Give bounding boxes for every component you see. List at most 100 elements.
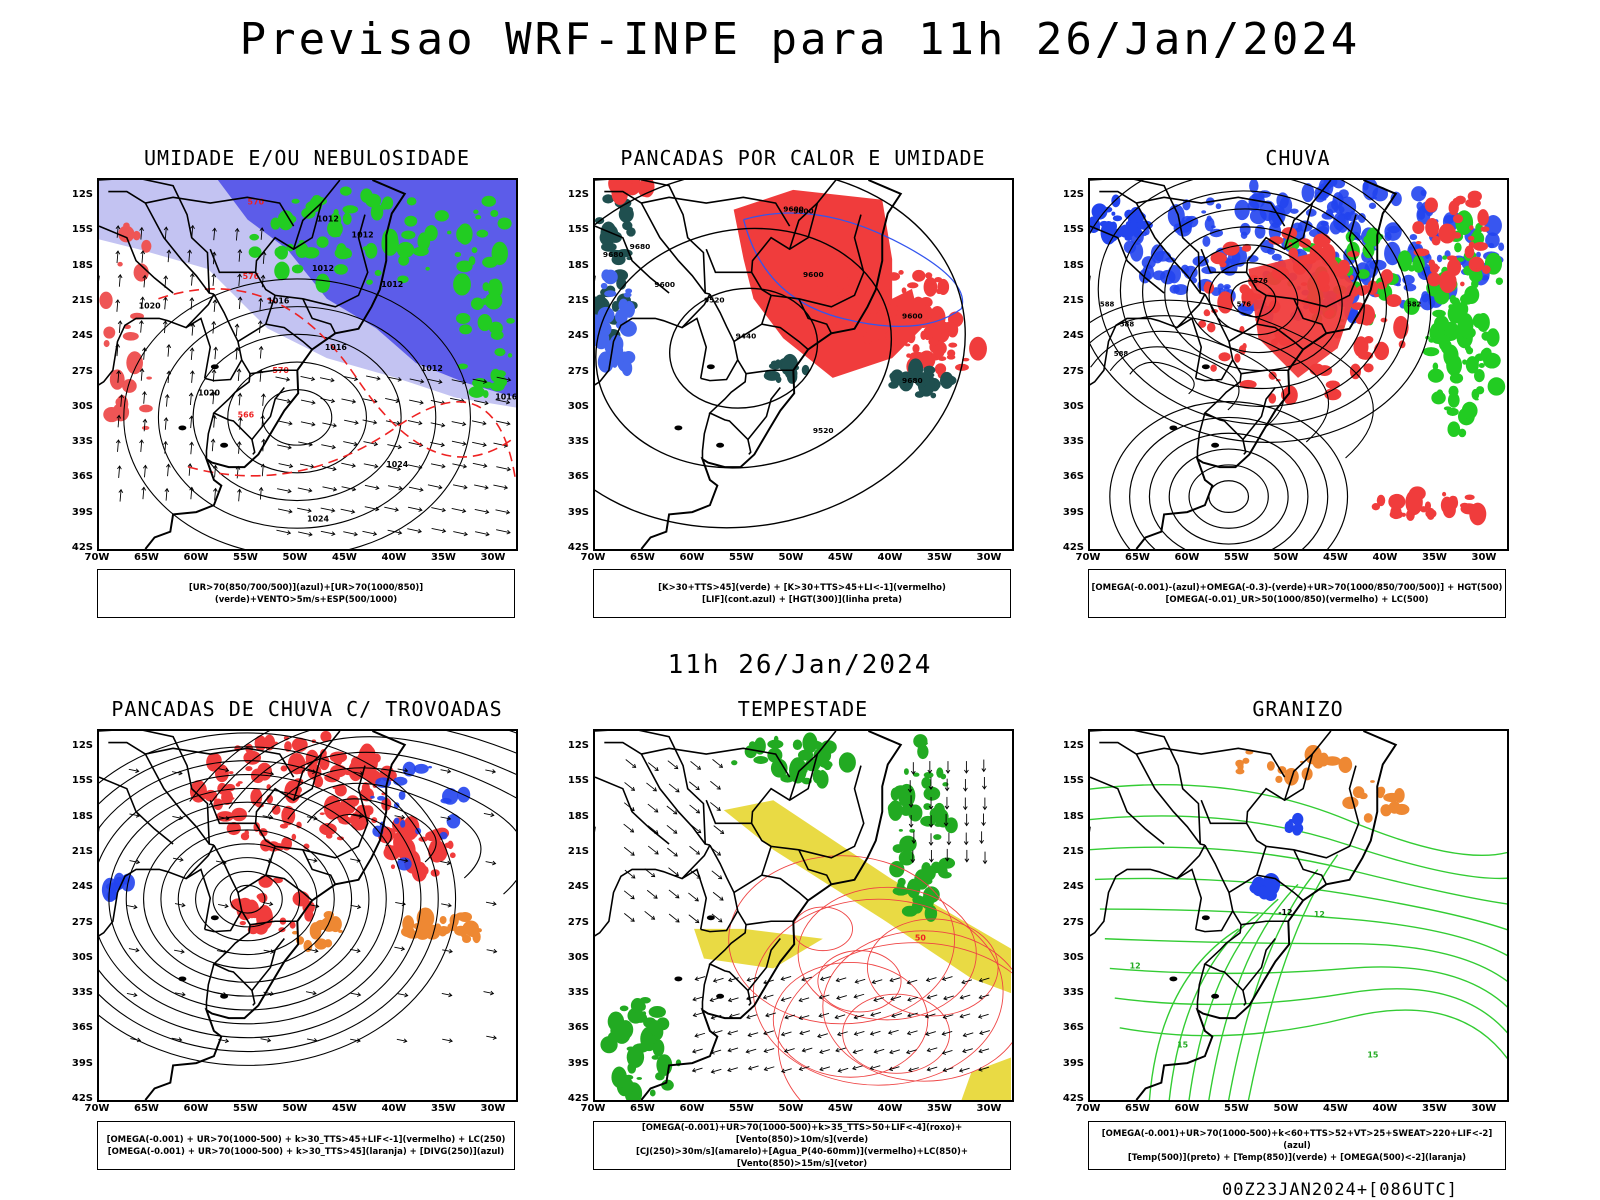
wind-vector <box>163 296 168 301</box>
wind-vector <box>407 420 422 424</box>
wind-vector <box>261 393 266 398</box>
field-speck <box>329 916 342 933</box>
lat-tick-label: 15S <box>71 224 93 236</box>
wind850-vector <box>799 1066 810 1070</box>
field-speck <box>1292 259 1307 275</box>
field-speck <box>802 732 818 754</box>
wind850-vector <box>801 976 806 982</box>
temp850-contour <box>1208 883 1299 1100</box>
field-speck <box>842 277 851 287</box>
field-speck <box>622 182 633 190</box>
streamline-arrow <box>269 901 274 907</box>
wind-vector <box>237 249 243 254</box>
field-speck <box>1393 315 1409 339</box>
wind850-vector <box>943 995 948 1001</box>
wind850-vector <box>926 1047 931 1053</box>
wind-vector <box>496 529 511 534</box>
field-speck <box>444 842 454 849</box>
contour-label: -12 <box>1278 908 1292 917</box>
political-border <box>1196 963 1206 1011</box>
wind850-vector <box>962 1032 967 1038</box>
field-speck <box>1209 228 1224 238</box>
wind-vector <box>211 369 217 374</box>
wind-vector <box>142 487 145 500</box>
field-speck <box>284 741 292 752</box>
wind850-vector <box>763 1066 768 1072</box>
wind-vector <box>430 422 445 427</box>
field-speck <box>1271 253 1282 261</box>
field-speck <box>1488 242 1495 249</box>
field-speck <box>114 379 122 388</box>
lat-tick-label: 39S <box>71 1057 93 1069</box>
wind850-vector <box>889 1049 900 1054</box>
isobar-contour <box>123 278 471 549</box>
wind-vector <box>191 323 194 336</box>
lon-tick-label: 55W <box>233 1103 258 1114</box>
field-speck <box>1234 353 1241 363</box>
footer-stamp: 00Z23JAN2024+[086UTC] <box>1222 1180 1458 1200</box>
wind850-vector <box>942 976 953 980</box>
wind-vector <box>234 227 240 232</box>
contour-label: 1024 <box>386 460 409 469</box>
field-speck <box>287 752 306 775</box>
streamline-arrow <box>174 903 185 906</box>
wind-vector <box>363 441 378 445</box>
wind850-vector <box>623 890 635 900</box>
field-speck <box>439 831 448 840</box>
wind850-vector <box>962 1048 967 1054</box>
field-speck <box>248 246 262 258</box>
wind-vector <box>351 486 357 492</box>
lon-tick-label: 55W <box>233 552 258 563</box>
political-border <box>681 317 708 379</box>
field-speck <box>946 354 956 360</box>
streamline-arrow <box>350 992 361 996</box>
wind850-vector <box>943 1067 954 1072</box>
wind850-vector <box>925 977 931 983</box>
wind850-vector <box>963 1032 974 1037</box>
wind-vector <box>140 227 143 240</box>
field-speck <box>1223 284 1231 290</box>
political-border <box>1176 868 1203 930</box>
wind-vector <box>259 346 262 359</box>
lat-tick-label: 42S <box>71 1093 93 1104</box>
wind-vector <box>165 488 168 501</box>
wind850-vector <box>692 996 704 1001</box>
main-title: Previsao WRF-INPE para 11h 26/Jan/2024 <box>239 14 1361 65</box>
wind850-vector <box>873 997 885 1001</box>
field-speck <box>401 230 416 240</box>
wind-vector <box>353 376 359 382</box>
wind-vector <box>451 421 466 425</box>
hgt500-contour <box>1097 180 1410 426</box>
political-border <box>1090 844 1206 937</box>
wind-vector <box>189 441 194 446</box>
wind850-vector <box>837 1031 842 1037</box>
lat-tick-label: 24S <box>567 330 589 342</box>
wind-vector <box>213 346 219 351</box>
lon-tick-label: 40W <box>381 1103 407 1114</box>
wind-vector <box>505 509 511 515</box>
wind850-vector <box>802 1047 813 1052</box>
wind-vector <box>452 484 468 489</box>
field-speck <box>468 386 485 398</box>
field-speck <box>1482 265 1491 274</box>
wind-vector <box>322 422 337 427</box>
wind-vector <box>431 527 446 532</box>
field-speck <box>1464 494 1475 501</box>
map-chuva: 576 576 588 588 588 582 <box>1088 178 1509 551</box>
streamline-arrow <box>312 990 317 996</box>
streamline-arrow <box>446 816 452 821</box>
political-border <box>1136 747 1286 778</box>
field-speck <box>1428 337 1435 343</box>
lat-tick-label: 12S <box>71 740 93 751</box>
field-speck <box>649 1020 662 1036</box>
field-speck <box>440 797 452 804</box>
humidity-blue-area <box>217 180 516 398</box>
wind-vector <box>362 530 377 535</box>
field-speck <box>279 823 288 829</box>
wind-vector <box>407 528 422 533</box>
lat-tick-label: 42S <box>1062 1093 1084 1104</box>
political-border <box>733 846 772 894</box>
field-speck <box>904 343 911 347</box>
hgt500-contour <box>1109 401 1349 549</box>
field-speck <box>228 771 234 775</box>
